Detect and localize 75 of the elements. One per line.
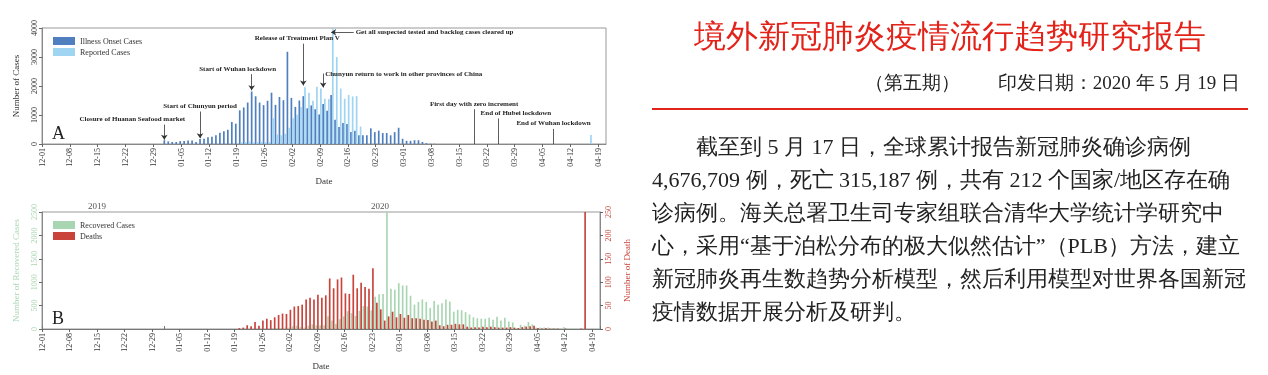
x-tick-label: 03-22 (482, 148, 492, 167)
y-axis-title: Number of Recovered Cases (10, 218, 21, 323)
y-tick-label: 2000 (29, 227, 39, 244)
y2-tick-label: 200 (603, 229, 613, 242)
y-tick-label: 1000 (29, 274, 39, 291)
x-tick-label: 02-02 (287, 148, 297, 167)
x-tick-label: 01-19 (232, 148, 242, 167)
legend-label: Recovered Cases (80, 220, 135, 230)
x-tick-label: 01-12 (204, 148, 214, 167)
x-tick-label: 03-22 (477, 333, 487, 352)
x-tick-label: 03-15 (454, 148, 464, 167)
y2-tick-label: 50 (603, 301, 613, 310)
x2-tick-label: 2019 (88, 201, 107, 211)
x-tick-label: 12-08 (65, 148, 75, 167)
x-tick-label: 01-26 (259, 148, 269, 167)
x-tick-label: 12-29 (147, 333, 157, 352)
x-tick-label: 12-15 (93, 148, 103, 167)
text: 境外新冠肺炎疫情流行趋势研究报告 (693, 16, 1207, 56)
annotation: B (52, 308, 65, 328)
x-tick-label: 02-23 (367, 333, 377, 352)
x-axis-title: Date (312, 360, 330, 371)
legend-label: Illness Onset Cases (80, 36, 143, 46)
x-tick-label: 12-29 (148, 148, 158, 167)
x-tick-label: 02-09 (312, 333, 322, 352)
y2-axis-title: Number of Death (621, 238, 632, 302)
x-tick-label: 12-01 (37, 148, 47, 167)
y2-tick-label: 150 (603, 252, 613, 265)
x-tick-label: 12-22 (120, 333, 130, 352)
y-tick-label: 4000 (29, 20, 39, 36)
x-tick-label: 03-29 (510, 148, 520, 167)
x-tick-label: 04-12 (565, 148, 575, 167)
annotation: A (52, 123, 65, 143)
y-tick-label: 1000 (29, 107, 39, 123)
x-tick-label: 03-01 (398, 148, 408, 167)
x-tick-label: 02-16 (343, 148, 353, 167)
x-tick-label: 01-19 (230, 333, 240, 352)
x-tick-label: 04-12 (560, 333, 570, 352)
x-tick-label: 04-19 (593, 148, 603, 167)
x-tick-label: 04-19 (587, 333, 597, 352)
y-tick-label: 0 (29, 327, 39, 331)
x-tick-label: 04-05 (537, 148, 547, 167)
y-tick-label: 2500 (29, 204, 39, 220)
y-tick-label: 2000 (29, 78, 39, 94)
x-tick-label: 03-01 (395, 333, 405, 352)
x-tick-label: 01-05 (176, 148, 186, 167)
legend-label: Reported Cases (80, 47, 130, 57)
text: 截至到 5 月 17 日，全球累计报告新冠肺炎确诊病例 4,676,709 例，死亡 315,187 例，共有 212 个国家/地区存在确诊病例。海关总署卫生司专家组联合清华大学统计学研究中心，采用“基于泊松分布的极大似然估计”（PLB）方法，建立新冠肺炎再生数趋势分析模型，然后利用模型对世界各国新冠疫情数据开展分析及研判。 (652, 133, 1247, 326)
x-tick-label: 12-08 (65, 333, 75, 352)
x2-tick-label: 2020 (370, 201, 390, 211)
x-tick-label: 02-02 (285, 333, 295, 352)
x-tick-label: 01-26 (257, 333, 267, 352)
legend-label: Deaths (80, 231, 103, 241)
x-axis-title: Date (315, 175, 333, 186)
x-tick-label: 01-12 (202, 333, 212, 352)
x-tick-label: 03-15 (450, 333, 460, 352)
x-tick-label: 02-09 (315, 148, 325, 167)
x-tick-label: 04-05 (532, 333, 542, 352)
y-tick-label: 500 (29, 299, 39, 312)
text: （第五期） 印发日期：2020 年 5 月 19 日 (863, 71, 1240, 95)
y2-tick-label: 0 (603, 327, 613, 331)
y-tick-label: 0 (29, 142, 39, 146)
x-tick-label: 01-05 (175, 333, 185, 352)
y-tick-label: 1500 (29, 250, 39, 267)
x-tick-label: 03-29 (505, 333, 515, 352)
x-tick-label: 12-22 (120, 148, 130, 167)
x-tick-label: 12-01 (37, 333, 47, 352)
y-axis-title: Number of Cases (10, 54, 21, 118)
y2-tick-label: 250 (603, 206, 613, 218)
x-tick-label: 03-08 (422, 333, 432, 352)
y2-tick-label: 100 (603, 276, 613, 289)
x-tick-label: 03-08 (426, 148, 436, 167)
x-tick-label: 02-23 (371, 148, 381, 167)
x-tick-label: 02-16 (340, 333, 350, 352)
x-tick-label: 12-15 (92, 333, 102, 352)
y-tick-label: 3000 (29, 49, 39, 65)
